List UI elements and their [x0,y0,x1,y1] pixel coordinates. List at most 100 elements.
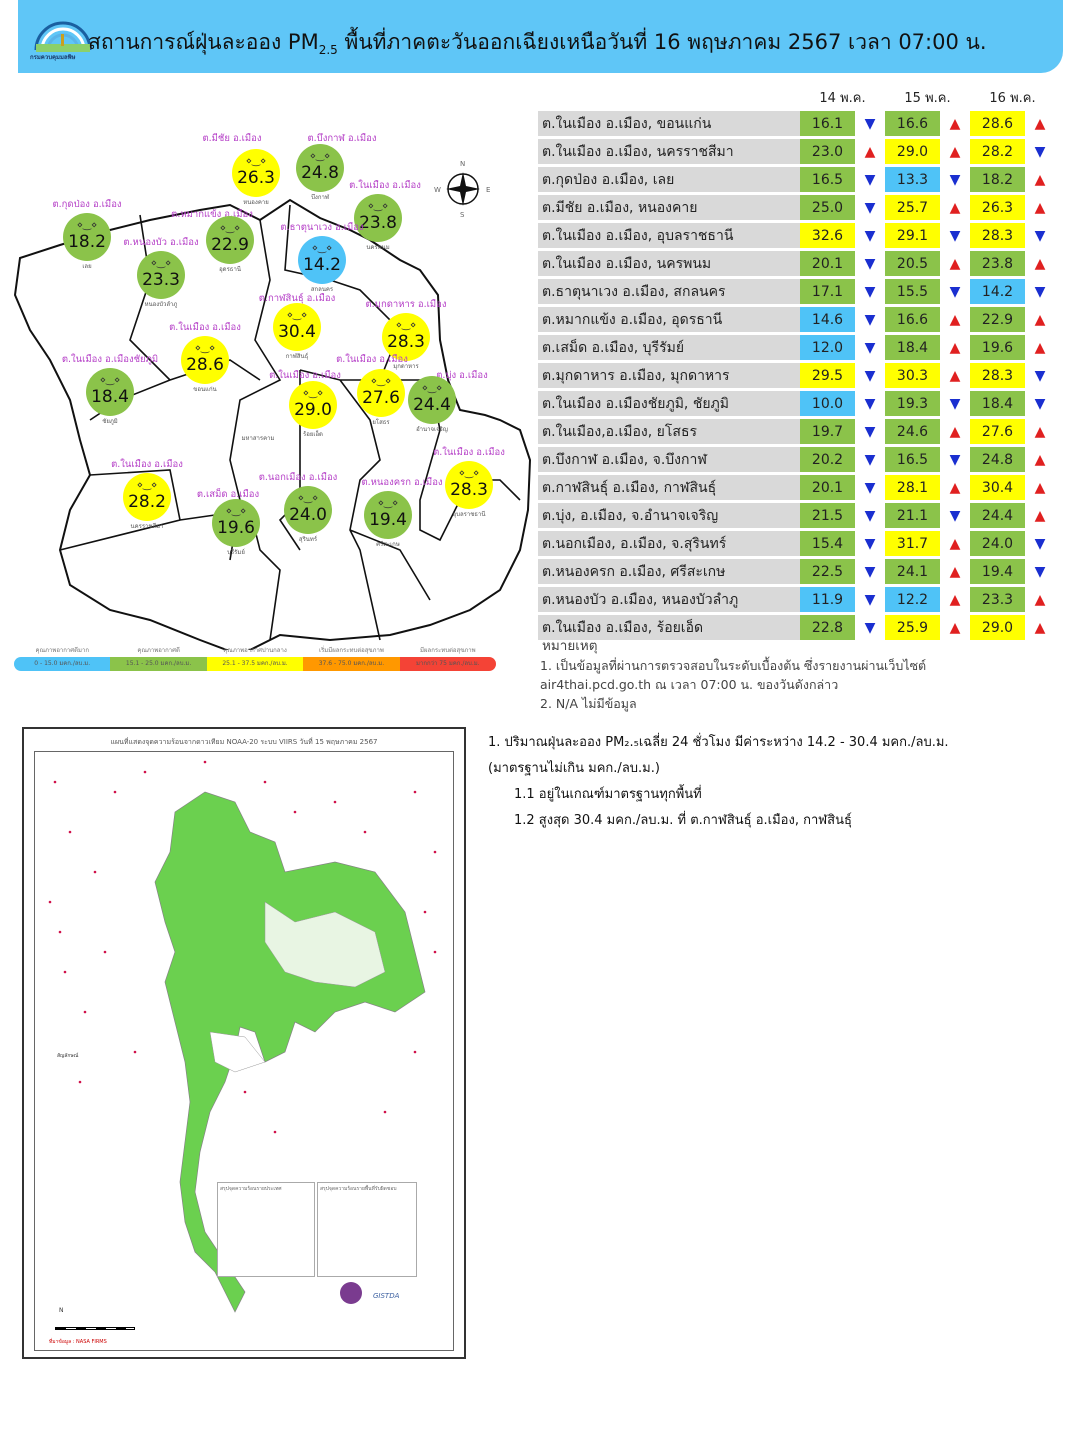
station-label: ต.เสม็ด อ.เมือง [196,489,260,500]
trend-down-icon: ▼ [864,115,876,132]
trend-up-icon: ▲ [1034,423,1046,440]
pm25-marker: ⋄‿⋄ 28.3 [382,313,430,361]
hotspot-map-title: แผนที่แสดงจุดความร้อนจากดาวเทียม NOAA-20… [110,738,378,746]
pm25-marker: ⋄‿⋄ 22.9 [206,216,254,264]
summary-line-1: 1. ปริมาณฝุ่นละออง PM₂.₅เฉลี่ย 24 ชั่วโม… [488,735,949,750]
province-name: บึงกาฬ [311,194,329,201]
province-outline-map [13,198,532,650]
station-label: ต.ในเมือง อ.เมือง [349,180,421,191]
station-name: ต.ในเมือง อ.เมือง, อุบลราชธานี [538,223,800,248]
aqi-legend: คุณภาพอากาศดีมาก คุณภาพอากาศดี คุณภาพอากาศ… [14,645,496,671]
pm25-value: 22.9 [970,307,1025,332]
smiley-icon: ⋄‿⋄ [309,151,331,162]
pm25-value: 24.4 [970,503,1025,528]
province-name-mahasarakham: มหาสารคาม [241,435,275,442]
agency-name: กรมควบคุมมลพิษ [30,54,76,61]
pm25-value: 29.5 [800,363,855,388]
hotspot-dot [48,900,52,904]
pm25-value: 30.4 [970,475,1025,500]
trend-down-icon: ▼ [864,339,876,356]
province-name: หนองคาย [243,199,269,206]
trend-up-icon: ▲ [1034,311,1046,328]
table-row: ต.นอกเมือง, อ.เมือง, จ.สุรินทร์ 15.4 ▼ 31.7… [538,531,1055,556]
hotspot-dot [413,1050,417,1054]
trend-up-icon: ▲ [949,479,961,496]
pm25-value: 24.1 [885,559,940,584]
trend-up-icon: ▲ [949,619,961,636]
marker-value: 29.0 [294,400,332,420]
smiley-icon: ⋄‿⋄ [286,310,308,321]
north-arrow-icon: N [59,1307,64,1314]
station-name: ต.ในเมือง อ.เมือง, ร้อยเอ็ด [538,615,800,640]
smiley-icon: ⋄‿⋄ [311,243,333,254]
trend-up-icon: ▲ [949,339,961,356]
table-row: ต.มีชัย อ.เมือง, หนองคาย 25.0 ▼ 25.7 ▲ 26.3 ▲ [538,195,1055,220]
pm25-table: 14 พ.ค. 15 พ.ค. 16 พ.ค. ต.ในเมือง อ.เมือ… [538,84,1055,643]
station-name: ต.ในเมือง,อ.เมือง, ยโสธร [538,419,800,444]
pm25-value: 16.6 [885,111,940,136]
station-name: ต.ในเมือง อ.เมือง, นครพนม [538,251,800,276]
smiley-icon: ⋄‿⋄ [150,258,172,269]
legend-caption: เริ่มมีผลกระทบต่อสุขภาพ [319,647,384,654]
station-label: ต.ในเมือง อ.เมือง [336,354,408,365]
smiley-icon: ⋄‿⋄ [297,493,319,504]
pm25-value: 14.6 [800,307,855,332]
marker-value: 19.4 [369,510,407,530]
pm25-marker: ⋄‿⋄ 24.8 [296,144,344,192]
thailand-forest-hotspot-map [48,760,437,1313]
date-header: 15 พ.ค. [904,91,951,106]
pm25-value: 28.3 [970,223,1025,248]
compass-e: E [486,186,491,194]
gistda-logo: GISTDA [373,1292,400,1300]
pm25-value: 28.2 [970,139,1025,164]
table-row: ต.ในเมือง อ.เมือง, นครพนม 20.1 ▼ 20.5 ▲ 23.8 ▲ [538,251,1055,276]
pm25-marker: ⋄‿⋄ 30.4 [273,303,321,351]
marker-value: 23.8 [359,213,397,233]
trend-up-icon: ▲ [1034,255,1046,272]
station-label: ต.หนองบัว อ.เมือง [123,237,199,248]
summary-line-2: (มาตรฐานไม่เกิน มคก./ลบ.ม.) [488,761,660,776]
note-2: 2. N/A ไม่มีข้อมูล [540,696,637,711]
station-label: ต.ในเมือง อ.เมือง [269,370,341,381]
trend-down-icon: ▼ [864,367,876,384]
marker-value: 19.6 [217,518,255,538]
marker-value: 18.4 [91,387,129,407]
pm25-value: 16.5 [800,167,855,192]
trend-down-icon: ▼ [949,171,961,188]
pm25-marker: ⋄‿⋄ 28.3 [445,461,493,509]
trend-down-icon: ▼ [1034,535,1046,552]
table-row: ต.ในเมือง อ.เมืองชัยภูมิ, ชัยภูมิ 10.0 ▼ 19… [538,391,1055,416]
trend-down-icon: ▼ [1034,227,1046,244]
pm25-value: 29.0 [970,615,1025,640]
trend-down-icon: ▼ [1034,395,1046,412]
station-label: ต.นอกเมือง อ.เมือง [258,472,338,483]
date-header: 16 พ.ค. [989,91,1036,106]
trend-down-icon: ▼ [864,535,876,552]
legend-caption: คุณภาพอากาศปานกลาง [223,647,287,654]
province-name: ร้อยเอ็ด [303,431,323,438]
legend-range: 0 - 15.0 มคก./ลบ.ม. [14,657,111,671]
station-name: ต.หนองครก อ.เมือง, ศรีสะเกษ [538,559,800,584]
station-label: ต.ธาตุนาเวง อ.เมือง [280,222,364,233]
pm25-value: 27.6 [970,419,1025,444]
table-row: ต.ในเมือง อ.เมือง, นครราชสีมา 23.0 ▲ 29.0 ▲ 2… [538,139,1055,164]
smiley-icon: ⋄‿⋄ [136,480,158,491]
table-row: ต.หมากแข้ง อ.เมือง, อุดรธานี 14.6 ▼ 16.6 ▲ 22… [538,307,1055,332]
trend-up-icon: ▲ [1034,619,1046,636]
pm25-value: 26.3 [970,195,1025,220]
hotspot-dot [113,790,117,794]
hotspot-map: แผนที่แสดงจุดความร้อนจากดาวเทียม NOAA-20… [22,727,466,1359]
station-name: ต.กุดป่อง อ.เมือง, เลย [538,167,800,192]
note-1-cont: air4thai.pcd.go.th ณ เวลา 07:00 น. ของวั… [540,677,839,692]
trend-down-icon: ▼ [949,395,961,412]
trend-up-icon: ▲ [864,143,876,160]
trend-up-icon: ▲ [1034,591,1046,608]
pm25-marker: ⋄‿⋄ 24.4 [408,376,456,424]
table-row: ต.กาฬสินธุ์ อ.เมือง, กาฬสินธุ์ 20.1 ▼ 28.1 ▲… [538,475,1055,500]
pm25-marker: ⋄‿⋄ 23.3 [137,251,185,299]
notes-heading: หมายเหตุ [542,638,598,654]
trend-down-icon: ▼ [864,311,876,328]
pm25-value: 25.9 [885,615,940,640]
trend-up-icon: ▲ [949,115,961,132]
station-name: ต.เสม็ด อ.เมือง, บุรีรัมย์ [538,335,800,360]
